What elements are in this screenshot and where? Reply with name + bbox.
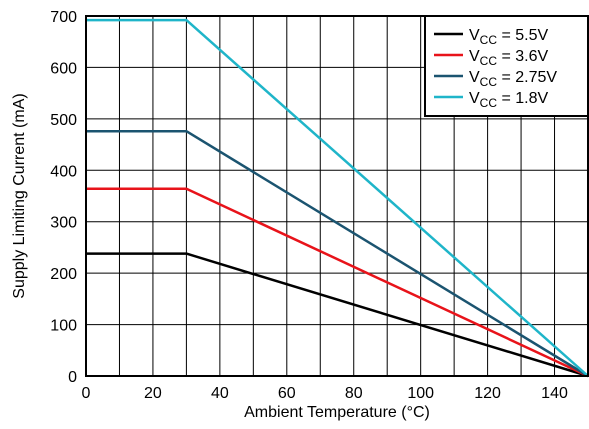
y-tick-label: 500 bbox=[50, 112, 77, 129]
legend-label-3: VCC = 1.8V bbox=[469, 90, 548, 110]
y-tick-label: 600 bbox=[50, 60, 77, 77]
x-tick-label: 60 bbox=[278, 385, 296, 402]
x-tick-label: 140 bbox=[541, 385, 568, 402]
x-tick-label: 120 bbox=[474, 385, 501, 402]
series-lines bbox=[86, 18, 589, 378]
series-line-2 bbox=[86, 129, 589, 378]
legend-label-1: VCC = 3.6V bbox=[469, 48, 548, 68]
x-tick-label: 80 bbox=[345, 385, 363, 402]
y-tick-label: 400 bbox=[50, 163, 77, 180]
x-axis-label: Ambient Temperature (°C) bbox=[244, 404, 430, 421]
legend-label-2: VCC = 2.75V bbox=[469, 69, 557, 89]
x-tick-label: 0 bbox=[82, 385, 91, 402]
tick-labels: 0 20 40 60 80 100 120 140 0 100 200 300 400 500 600 700 bbox=[50, 9, 568, 402]
legend-label-0: VCC = 5.5V bbox=[469, 27, 548, 47]
series-line-0 bbox=[86, 252, 589, 378]
x-tick-label: 40 bbox=[211, 385, 229, 402]
x-tick-label: 100 bbox=[407, 385, 434, 402]
plot-frame bbox=[85, 15, 589, 377]
x-tick-label: 20 bbox=[144, 385, 162, 402]
series-line-3 bbox=[86, 18, 589, 377]
y-tick-label: 300 bbox=[50, 215, 77, 232]
y-tick-label: 200 bbox=[50, 266, 77, 283]
series-line-1 bbox=[86, 187, 589, 378]
y-tick-label: 700 bbox=[50, 9, 77, 26]
y-axis-label: Supply Limiting Current (mA) bbox=[11, 93, 28, 298]
legend-box bbox=[424, 15, 589, 117]
y-tick-label: 100 bbox=[50, 318, 77, 335]
y-tick-label: 0 bbox=[68, 369, 77, 386]
